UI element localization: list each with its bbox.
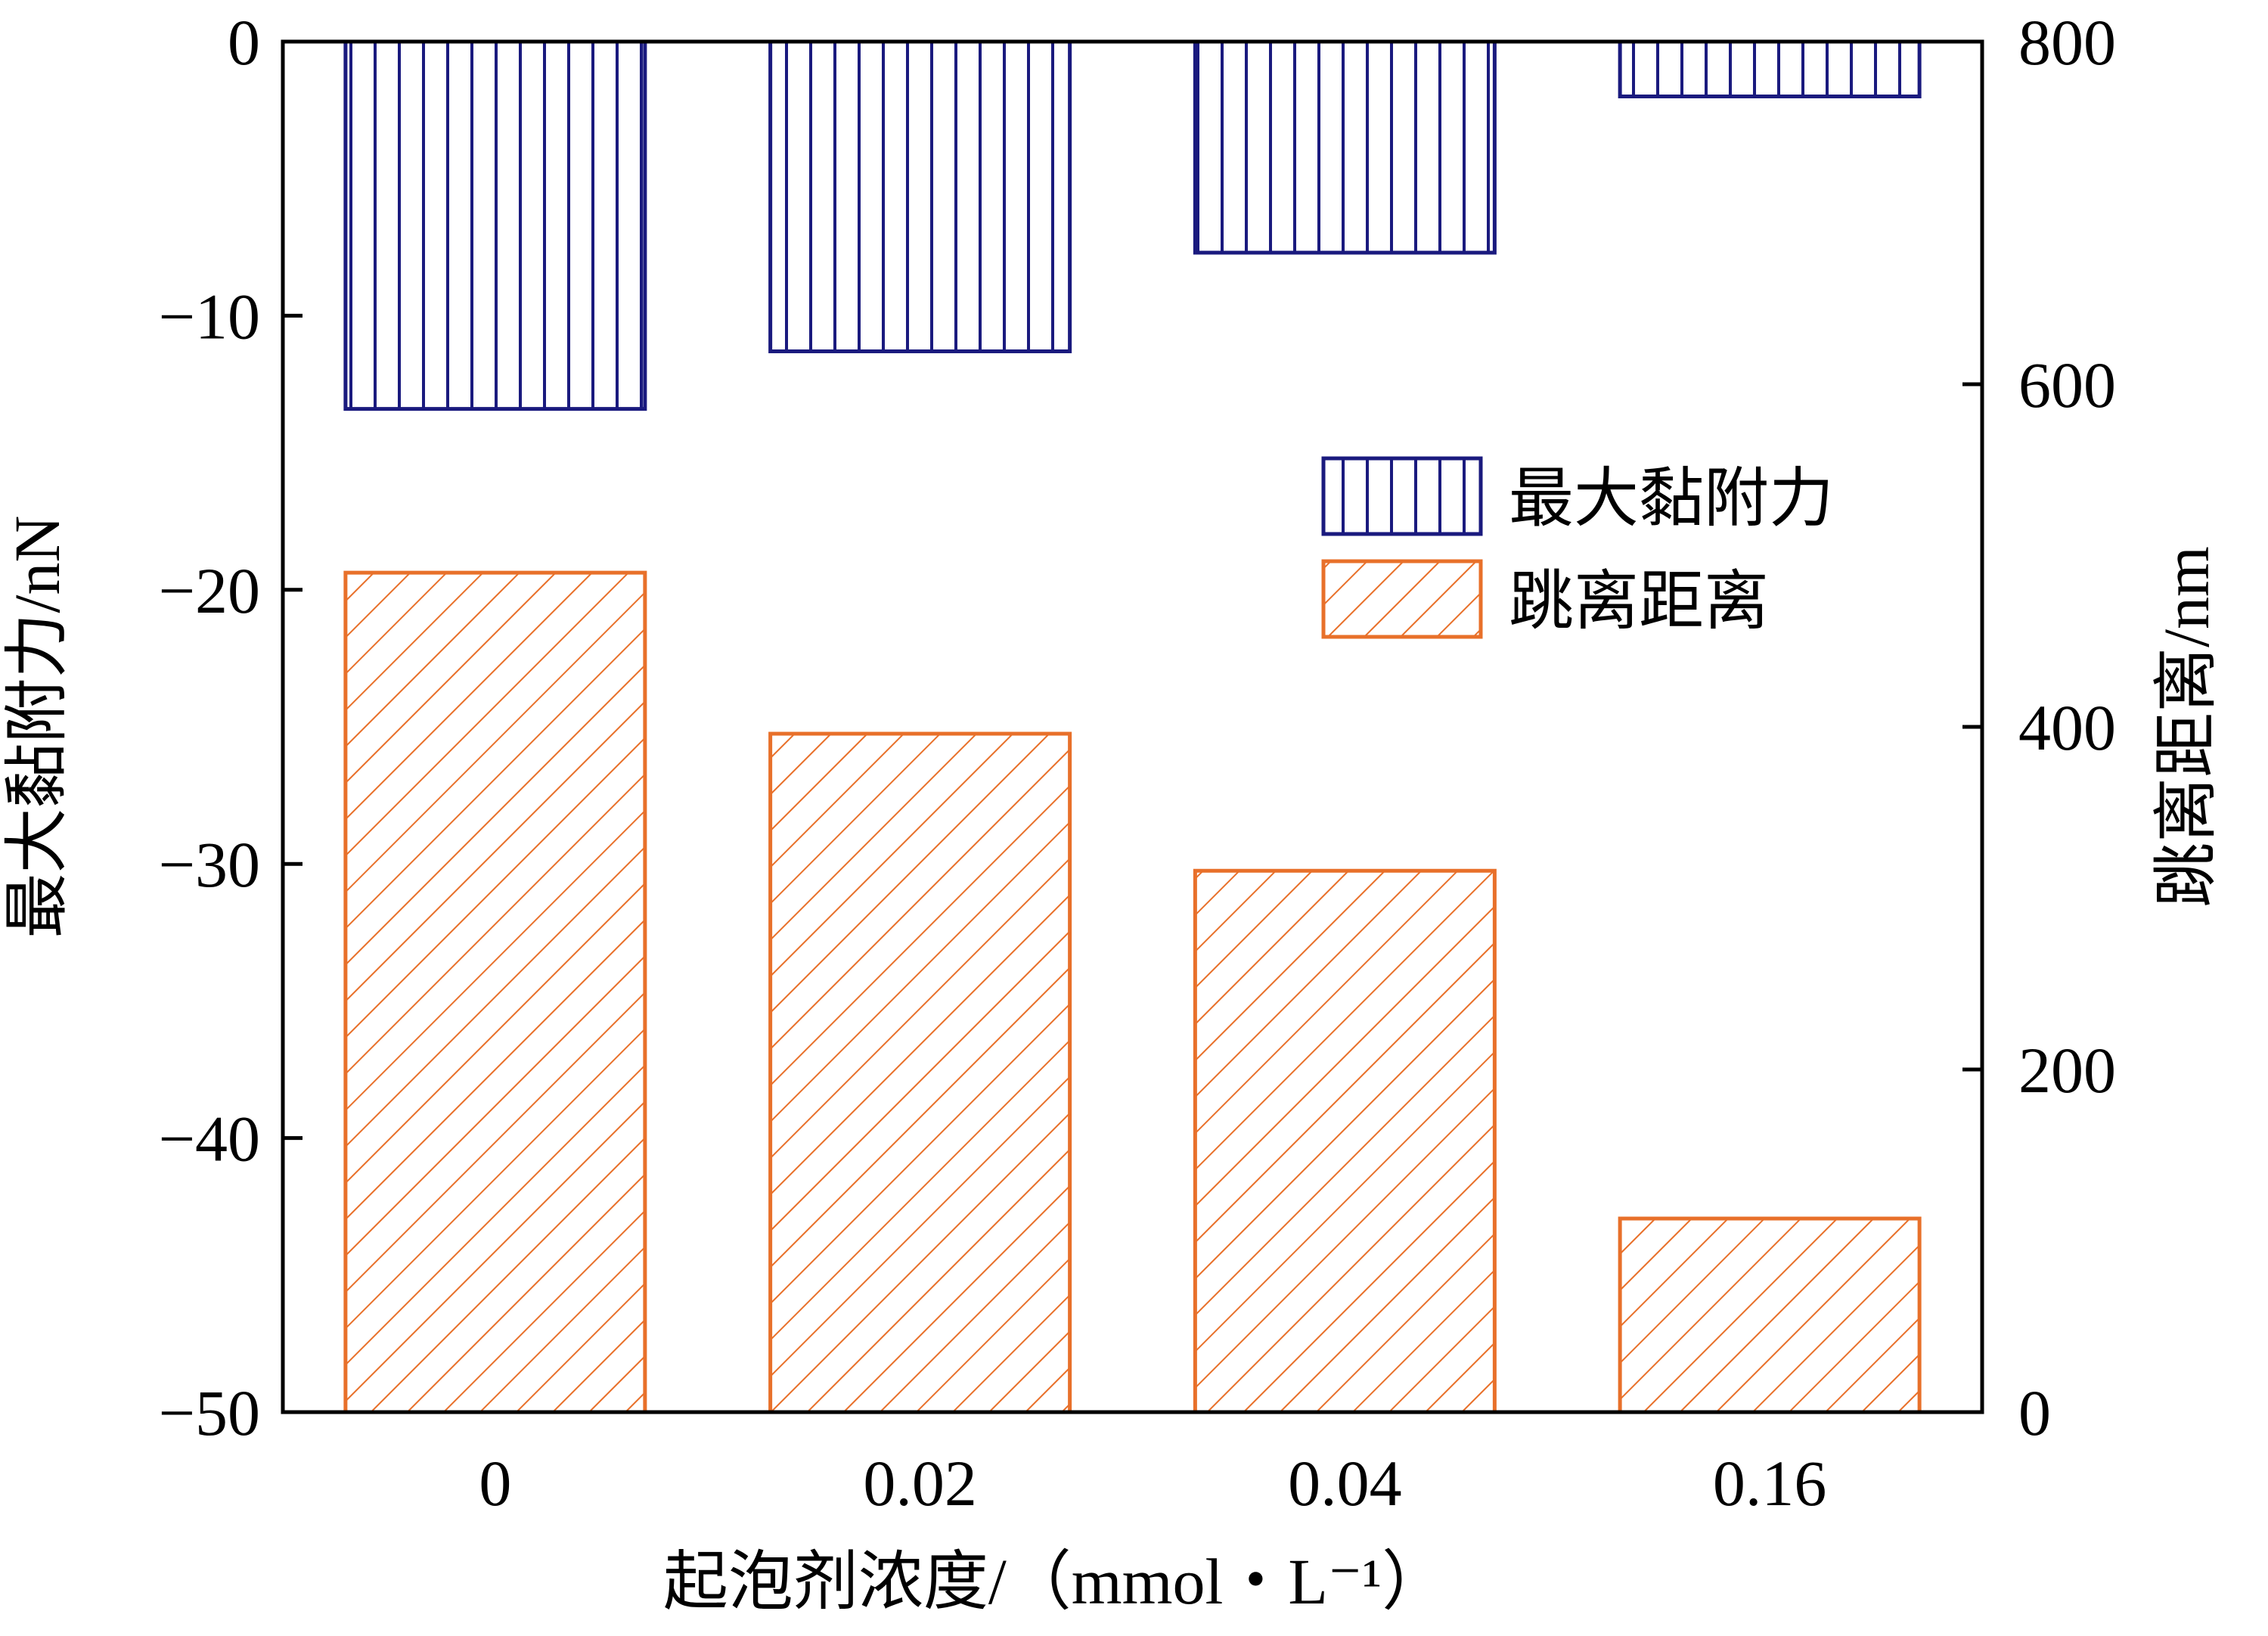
legend: 最大黏附力 跳离距离 xyxy=(1321,456,1834,639)
right-tick-label: 0 xyxy=(2018,1377,2051,1449)
distance-bar xyxy=(768,731,1072,1414)
legend-swatch-force xyxy=(1321,456,1483,536)
right-tick-label: 400 xyxy=(2018,691,2116,764)
right-tick-label: 200 xyxy=(2018,1034,2116,1107)
x-tick-label: 0 xyxy=(479,1447,511,1520)
x-tick-label: 0.16 xyxy=(1713,1447,1827,1520)
right-tick-label: 800 xyxy=(2018,6,2116,79)
distance-bars xyxy=(343,570,1922,1414)
distance-bar xyxy=(1193,868,1497,1414)
legend-label-distance: 跳离距离 xyxy=(1509,565,1769,638)
left-tick-label: 0 xyxy=(228,6,260,79)
legend-label-force: 最大黏附力 xyxy=(1509,462,1834,535)
force-bar xyxy=(343,39,647,411)
distance-bar xyxy=(1618,1216,1922,1414)
distance-bar xyxy=(343,570,647,1414)
force-bar xyxy=(1193,39,1497,255)
x-tick-label: 0.02 xyxy=(863,1447,977,1520)
right-axis-ticks: 800 600 400 200 0 xyxy=(1962,6,2116,1449)
x-tick-label: 0.04 xyxy=(1288,1447,1402,1520)
left-tick-label: −40 xyxy=(158,1103,260,1175)
left-tick-label: −50 xyxy=(158,1377,260,1449)
force-bars xyxy=(343,39,1922,411)
left-tick-label: −10 xyxy=(158,280,260,352)
right-axis-title: 跳离距离/nm xyxy=(2150,546,2223,908)
right-tick-label: 600 xyxy=(2018,349,2116,421)
left-tick-label: −20 xyxy=(158,554,260,627)
legend-swatch-distance xyxy=(1321,559,1483,639)
x-axis-title: 起泡剂浓度/（mmol・L⁻¹） xyxy=(663,1545,1447,1618)
force-bar xyxy=(768,39,1072,354)
force-bar xyxy=(1618,39,1922,98)
left-axis-ticks: 0 −10 −20 −30 −40 −50 xyxy=(158,6,303,1449)
x-axis-ticks: 0 0.02 0.04 0.16 xyxy=(479,1447,1826,1520)
left-tick-label: −30 xyxy=(158,828,260,901)
left-axis-title: 最大黏附力/nN xyxy=(1,516,73,939)
